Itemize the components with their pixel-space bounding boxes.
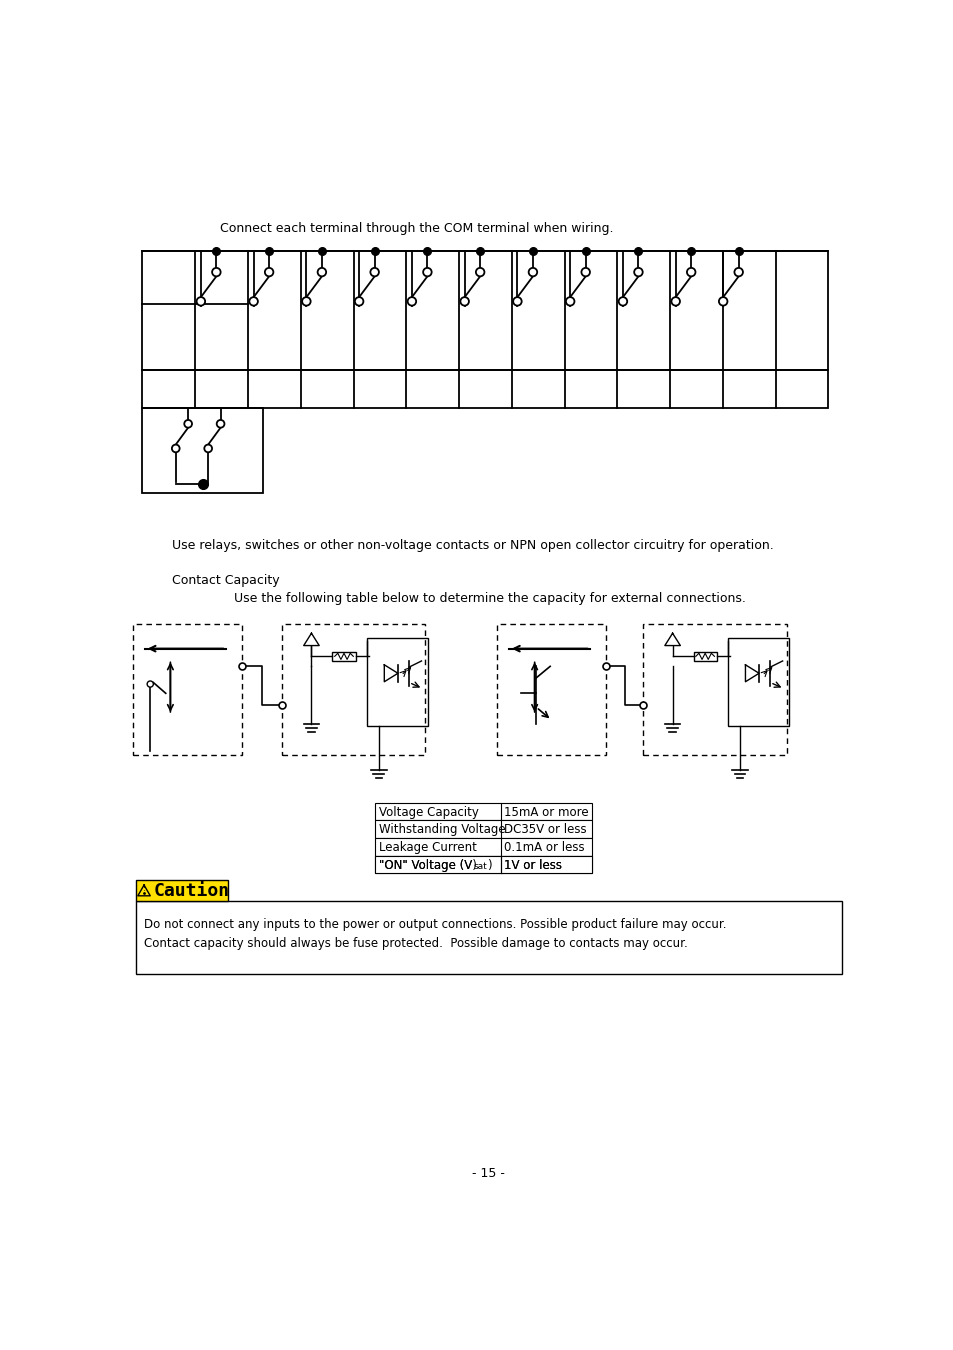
Circle shape <box>355 297 363 305</box>
Bar <box>282 624 425 755</box>
Circle shape <box>147 680 153 687</box>
Circle shape <box>513 297 521 305</box>
Bar <box>375 856 592 873</box>
Text: Contact capacity should always be fuse protected.  Possible damage to contacts m: Contact capacity should always be fuse p… <box>144 937 687 949</box>
Circle shape <box>172 444 179 452</box>
Text: Connect each terminal through the COM terminal when wiring.: Connect each terminal through the COM te… <box>220 221 613 235</box>
Circle shape <box>580 267 589 277</box>
Text: "ON" Voltage (V): "ON" Voltage (V) <box>378 859 476 872</box>
Text: 1V or less: 1V or less <box>504 859 562 872</box>
Text: Contact Capacity: Contact Capacity <box>172 574 279 587</box>
Bar <box>142 251 827 370</box>
Circle shape <box>671 297 679 305</box>
Circle shape <box>196 297 205 305</box>
Text: !: ! <box>142 884 146 894</box>
Bar <box>136 902 841 975</box>
Bar <box>693 652 716 662</box>
Bar <box>136 880 228 902</box>
Text: Use relays, switches or other non-voltage contacts or NPN open collector circuit: Use relays, switches or other non-voltag… <box>172 539 773 552</box>
Circle shape <box>265 267 274 277</box>
Text: Withstanding Voltage: Withstanding Voltage <box>378 824 505 837</box>
Circle shape <box>634 267 642 277</box>
Circle shape <box>216 420 224 428</box>
Bar <box>142 370 827 409</box>
Bar <box>332 652 355 662</box>
Text: - 15 -: - 15 - <box>472 1166 505 1180</box>
Bar <box>728 637 788 726</box>
Circle shape <box>212 267 220 277</box>
Text: 0.1mA or less: 0.1mA or less <box>504 841 584 855</box>
Text: Voltage Capacity: Voltage Capacity <box>378 806 478 818</box>
Circle shape <box>476 267 484 277</box>
Circle shape <box>734 267 742 277</box>
Bar <box>133 624 241 755</box>
Bar <box>375 838 592 856</box>
Circle shape <box>370 267 378 277</box>
Circle shape <box>528 267 537 277</box>
Circle shape <box>317 267 326 277</box>
Bar <box>375 803 592 821</box>
Bar <box>142 409 262 493</box>
Circle shape <box>204 444 212 452</box>
Circle shape <box>565 297 574 305</box>
Text: 15mA or more: 15mA or more <box>504 806 588 818</box>
Circle shape <box>719 297 727 305</box>
Circle shape <box>423 267 431 277</box>
Text: Leakage Current: Leakage Current <box>378 841 476 855</box>
Circle shape <box>686 267 695 277</box>
Circle shape <box>249 297 257 305</box>
Text: ): ) <box>487 859 492 872</box>
Bar <box>375 856 592 873</box>
Circle shape <box>184 420 192 428</box>
Text: 1V or less: 1V or less <box>504 859 562 872</box>
Text: sat: sat <box>473 863 487 872</box>
Circle shape <box>407 297 416 305</box>
Circle shape <box>618 297 626 305</box>
Text: DC35V or less: DC35V or less <box>504 824 586 837</box>
Text: Caution: Caution <box>153 882 230 900</box>
Text: "ON" Voltage (V: "ON" Voltage (V <box>378 859 472 872</box>
Bar <box>367 637 427 726</box>
Bar <box>375 821 592 838</box>
Bar <box>497 624 605 755</box>
Text: Use the following table below to determine the capacity for external connections: Use the following table below to determi… <box>233 591 745 605</box>
Circle shape <box>302 297 311 305</box>
Circle shape <box>460 297 469 305</box>
Text: Do not connect any inputs to the power or output connections. Possible product f: Do not connect any inputs to the power o… <box>144 918 726 932</box>
Bar <box>642 624 785 755</box>
